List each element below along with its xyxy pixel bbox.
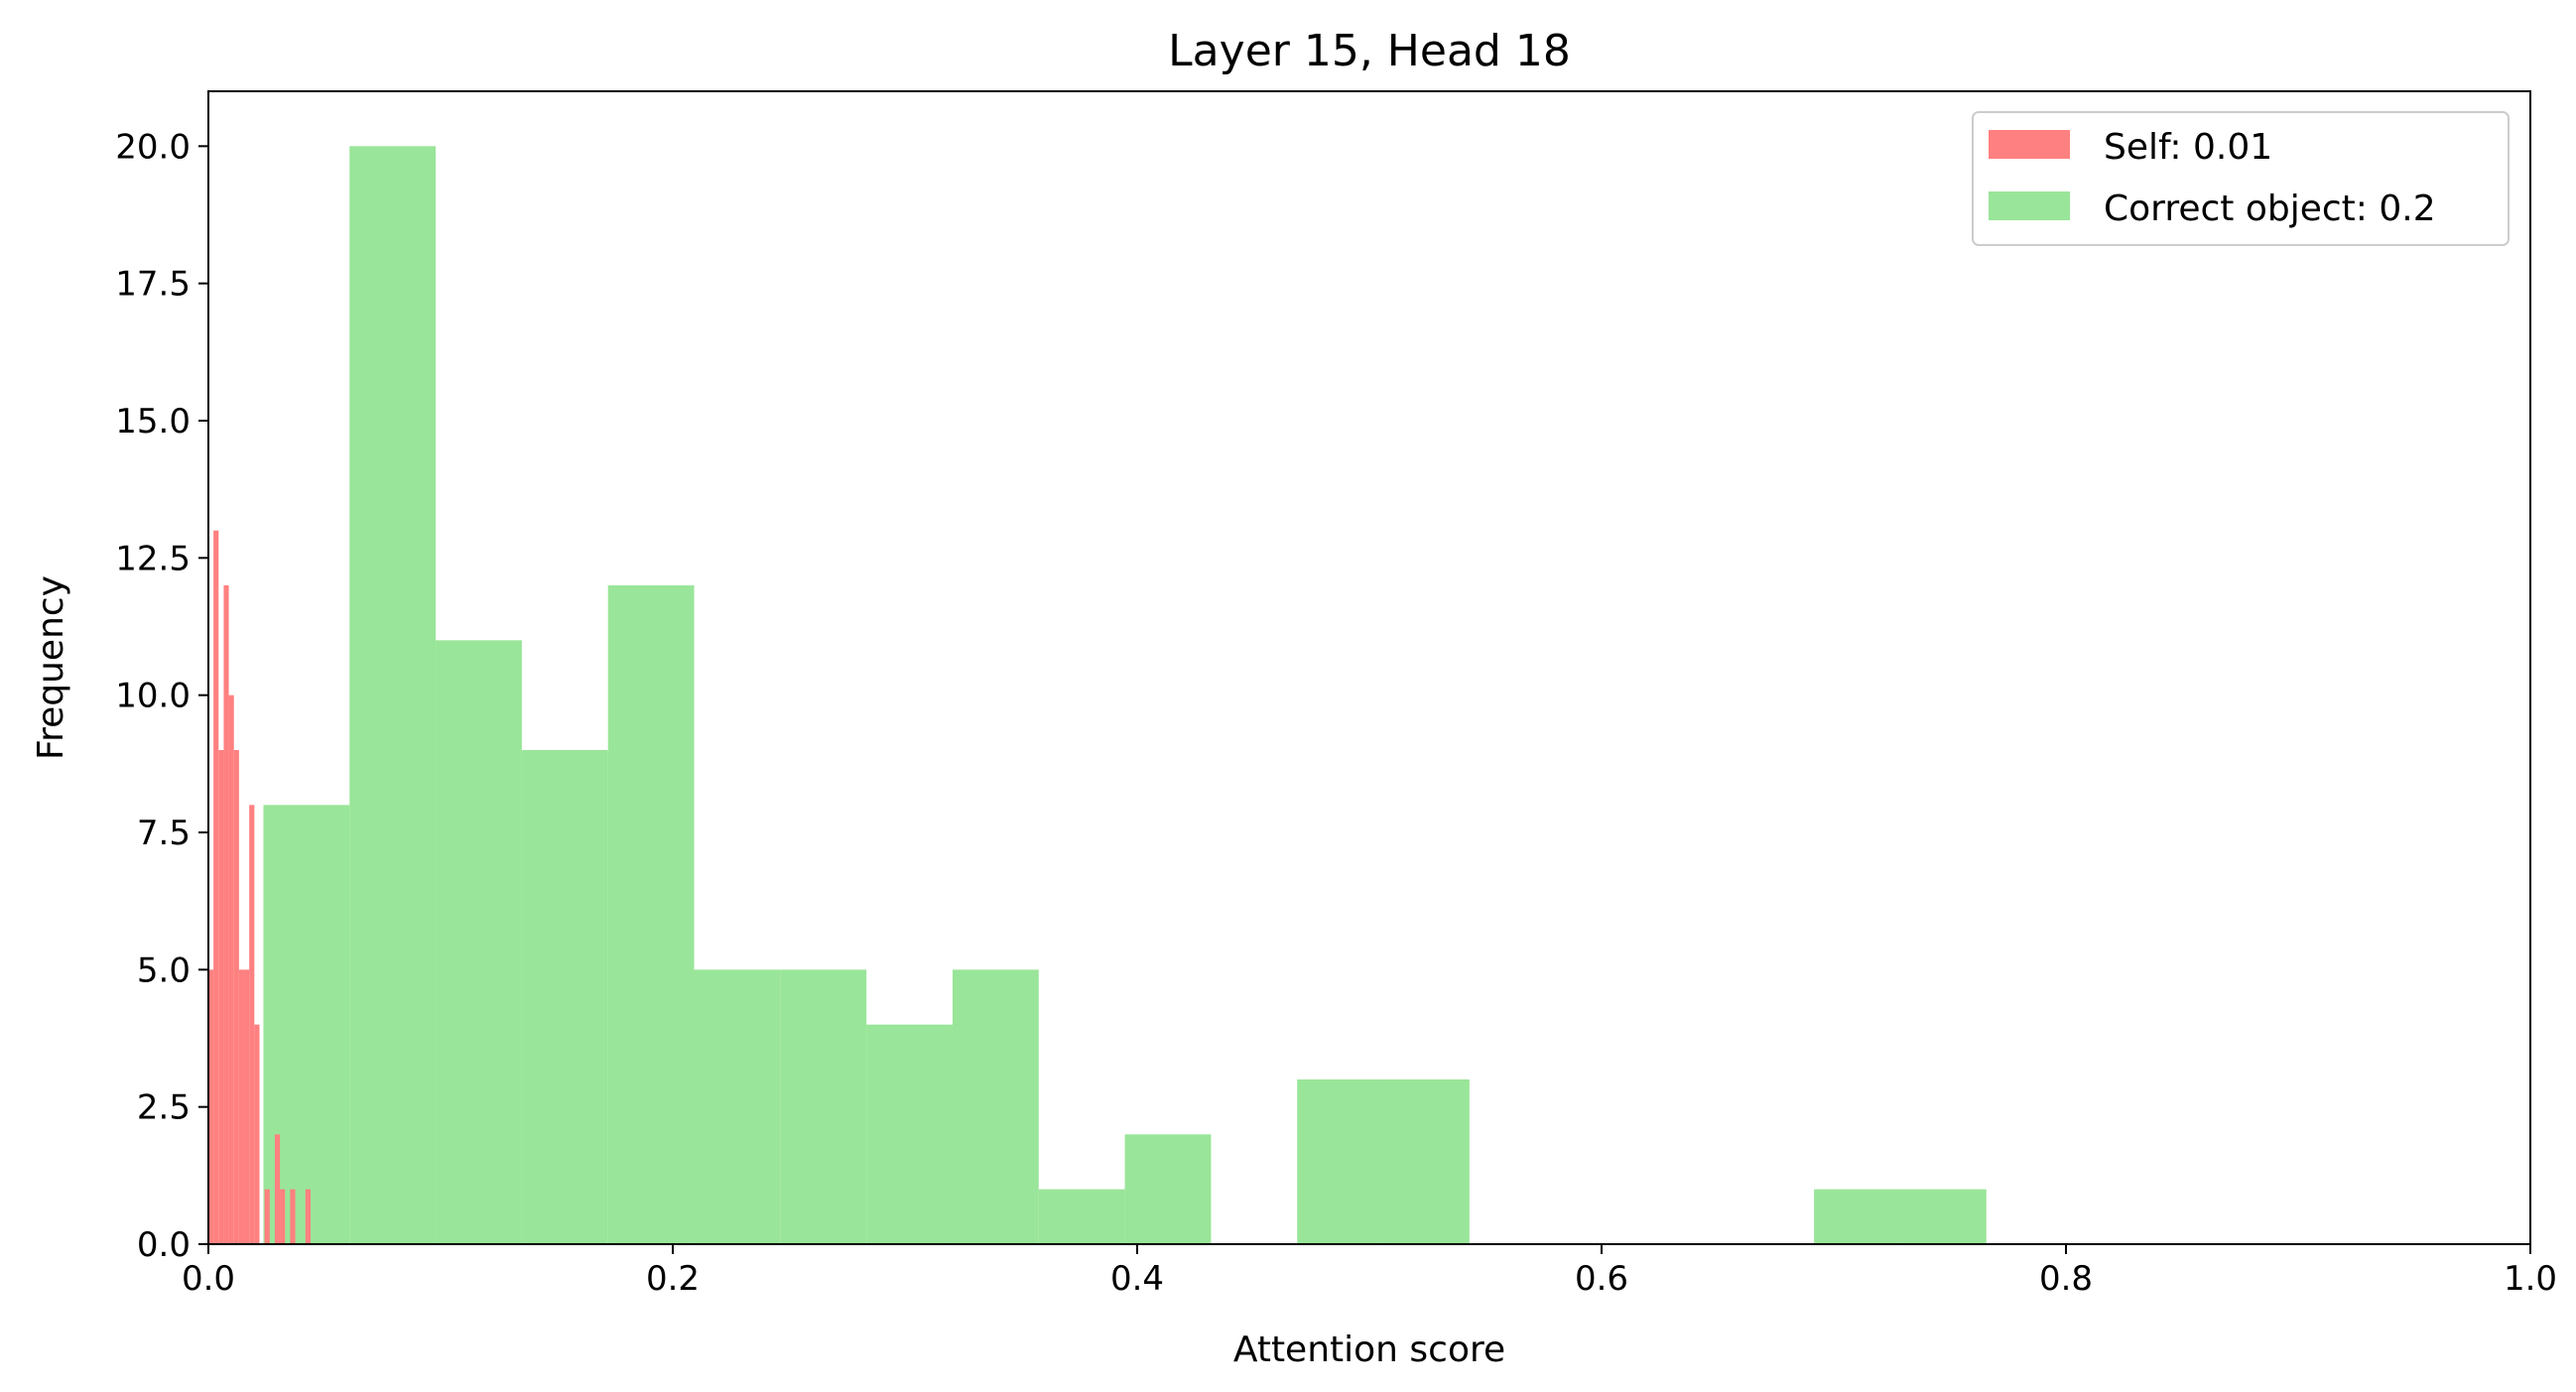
- bar-correct-object: [521, 750, 608, 1244]
- bar-correct-object: [1383, 1079, 1470, 1244]
- bar-correct-object: [1899, 1189, 1987, 1244]
- y-tick-label: 5.0: [137, 950, 191, 990]
- bars-layer: [208, 146, 1987, 1244]
- y-axis-ticks: 0.0 2.5 5.0 7.5 10.0 12.5 15.0 17.5 20.0: [115, 127, 208, 1265]
- x-tick-label: 0.0: [182, 1259, 235, 1299]
- bar-self: [238, 969, 245, 1244]
- bar-correct-object: [694, 969, 781, 1244]
- y-tick-label: 7.5: [137, 814, 191, 853]
- bar-correct-object: [607, 585, 695, 1244]
- x-tick-label: 0.6: [1575, 1259, 1628, 1299]
- legend-label-self: Self: 0.01: [2104, 127, 2272, 168]
- bar-self: [208, 969, 214, 1244]
- plot-frame: [207, 90, 2531, 1245]
- x-axis-ticks: 0.0 0.2 0.4 0.6 0.8 1.0: [182, 1244, 2557, 1299]
- x-axis-label: Attention score: [1233, 1329, 1505, 1370]
- legend-frame: [1972, 111, 2510, 246]
- bar-self: [249, 805, 255, 1244]
- y-tick-label: 10.0: [115, 677, 191, 716]
- legend-label-correct-object: Correct object: 0.2: [2104, 189, 2436, 229]
- bar-correct-object: [866, 1024, 953, 1244]
- bar-correct-object: [1297, 1079, 1384, 1244]
- y-tick-label: 20.0: [115, 127, 191, 167]
- legend-swatch-correct-object: [1989, 191, 2070, 220]
- bar-correct-object: [1038, 1189, 1125, 1244]
- bar-correct-object: [1814, 1189, 1900, 1244]
- bar-correct-object: [1124, 1134, 1212, 1244]
- y-axis-label: Frequency: [31, 575, 71, 760]
- bar-self: [233, 750, 239, 1244]
- x-tick-label: 1.0: [2504, 1259, 2557, 1299]
- bar-self: [254, 1024, 260, 1244]
- bar-correct-object: [349, 146, 437, 1244]
- y-tick-label: 0.0: [137, 1225, 191, 1265]
- bar-self: [290, 1189, 296, 1244]
- y-tick-label: 17.5: [115, 265, 191, 305]
- bar-self: [218, 750, 224, 1244]
- y-tick-label: 2.5: [137, 1088, 191, 1128]
- legend-swatch-self: [1989, 130, 2070, 159]
- bar-self: [244, 969, 250, 1244]
- bar-self: [264, 1189, 270, 1244]
- bar-self: [213, 530, 219, 1244]
- chart-title: Layer 15, Head 18: [1168, 26, 1571, 76]
- bar-self: [228, 695, 234, 1244]
- bar-self: [274, 1134, 281, 1244]
- bar-correct-object: [952, 969, 1039, 1244]
- bar-correct-object: [780, 969, 867, 1244]
- x-tick-label: 0.8: [2039, 1259, 2093, 1299]
- y-tick-label: 15.0: [115, 402, 191, 442]
- x-tick-label: 0.4: [1110, 1259, 1164, 1299]
- bar-self: [223, 585, 229, 1244]
- x-tick-label: 0.2: [646, 1259, 700, 1299]
- legend: Self: 0.01 Correct object: 0.2: [1972, 111, 2510, 246]
- bar-self: [305, 1189, 311, 1244]
- bar-self: [280, 1189, 286, 1244]
- bar-correct-object: [436, 640, 522, 1244]
- y-tick-label: 12.5: [115, 539, 191, 578]
